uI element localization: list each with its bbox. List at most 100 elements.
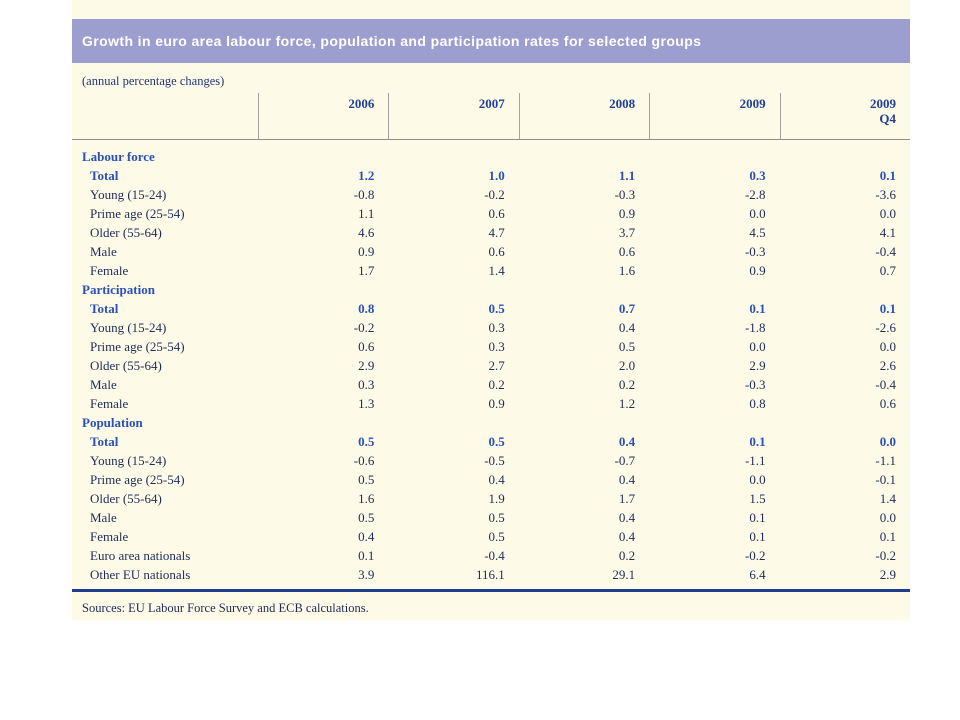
cell-value: 0.6	[618, 244, 636, 259]
cell-value: 2.9	[879, 567, 896, 582]
cell-value: 0.0	[879, 510, 896, 525]
table-subtitle: (annual percentage changes)	[82, 74, 225, 88]
cell-value	[258, 147, 388, 166]
table-row: Male 0.9 0.6 0.6 -0.3 -0.4	[72, 242, 910, 261]
cell-value: 4.6	[358, 225, 375, 240]
cell-value: 1.0	[488, 168, 505, 183]
cell-value: 0.5	[358, 472, 375, 487]
column-year-label: 2006	[348, 96, 375, 111]
cell-value: 0.4	[618, 510, 636, 525]
cell-value: 0.6	[488, 244, 505, 259]
row-label: Labour force	[82, 149, 155, 164]
cell-value	[258, 280, 388, 299]
cell-value: 0.9	[618, 206, 636, 221]
table-row: Population	[72, 413, 910, 432]
cell-value: 1.4	[879, 491, 896, 506]
row-label: Female	[90, 263, 129, 278]
cell-value: 1.5	[749, 491, 766, 506]
cell-value: 0.1	[879, 529, 896, 544]
cell-value: 29.1	[612, 567, 636, 582]
cell-value: 6.4	[749, 567, 766, 582]
cell-value: 0.9	[488, 396, 505, 411]
table-header-row: 2006 2007 2008 2009 2009 Q4	[72, 93, 910, 140]
cell-value: 0.5	[488, 510, 505, 525]
cell-value: 4.5	[749, 225, 766, 240]
row-label: Young (15-24)	[90, 320, 167, 335]
cell-value: -1.1	[744, 453, 766, 468]
cell-value: 2.7	[488, 358, 505, 373]
table-row: Female 1.7 1.4 1.6 0.9 0.7	[72, 261, 910, 280]
table-row: Young (15-24) -0.2 0.3 0.4 -1.8 -2.6	[72, 318, 910, 337]
cell-value: 0.2	[488, 377, 505, 392]
cell-value	[649, 147, 779, 166]
cell-value	[519, 280, 649, 299]
table-row: Female 0.4 0.5 0.4 0.1 0.1	[72, 527, 910, 546]
row-label: Older (55-64)	[90, 358, 162, 373]
column-header: 2008	[518, 93, 649, 139]
cell-value	[388, 280, 518, 299]
cell-value: -2.6	[875, 320, 896, 335]
cell-value: 0.5	[358, 434, 375, 449]
cell-value: -3.6	[875, 187, 896, 202]
bottom-rule	[72, 589, 910, 592]
cell-value	[519, 413, 649, 432]
table-row: Male 0.5 0.5 0.4 0.1 0.0	[72, 508, 910, 527]
column-sublabel: Q4	[879, 111, 896, 126]
cell-value	[388, 147, 518, 166]
cell-value: 0.3	[488, 339, 505, 354]
cell-value: 0.4	[618, 529, 636, 544]
cell-value: 1.2	[358, 168, 375, 183]
row-label: Male	[90, 510, 117, 525]
cell-value: 0.1	[749, 434, 766, 449]
row-label: Male	[90, 244, 117, 259]
cell-value: -0.7	[614, 453, 636, 468]
cell-value	[519, 147, 649, 166]
cell-value: -0.6	[353, 453, 375, 468]
cell-value: 1.7	[358, 263, 375, 278]
cell-value: 0.9	[749, 263, 766, 278]
table-row: Labour force	[72, 147, 910, 166]
table-row: Young (15-24) -0.8 -0.2 -0.3 -2.8 -3.6	[72, 185, 910, 204]
row-label: Prime age (25-54)	[90, 472, 185, 487]
row-label: Young (15-24)	[90, 187, 167, 202]
cell-value: 0.5	[488, 434, 505, 449]
table-row: Prime age (25-54) 1.1 0.6 0.9 0.0 0.0	[72, 204, 910, 223]
table-row: Male 0.3 0.2 0.2 -0.3 -0.4	[72, 375, 910, 394]
row-label: Female	[90, 529, 129, 544]
cell-value: 1.7	[618, 491, 636, 506]
table-row: Prime age (25-54) 0.6 0.3 0.5 0.0 0.0	[72, 337, 910, 356]
table-row: Older (55-64) 4.6 4.7 3.7 4.5 4.1	[72, 223, 910, 242]
row-label: Young (15-24)	[90, 453, 167, 468]
row-label: Female	[90, 396, 129, 411]
table-row: Participation	[72, 280, 910, 299]
cell-value: 1.6	[358, 491, 375, 506]
cell-value: 0.1	[879, 301, 896, 316]
cell-value: 0.2	[618, 548, 636, 563]
row-label: Total	[90, 301, 119, 316]
column-year-label: 2007	[478, 96, 505, 111]
cell-value: 0.0	[749, 206, 766, 221]
cell-value: 1.2	[618, 396, 636, 411]
cell-value: -0.3	[744, 244, 766, 259]
cell-value: 1.3	[358, 396, 375, 411]
table-row: Euro area nationals 0.1 -0.4 0.2 -0.2 -0.2	[72, 546, 910, 565]
cell-value: 0.3	[749, 168, 766, 183]
column-header: 2007	[388, 93, 518, 139]
cell-value: 116.1	[476, 567, 505, 582]
column-year-label: 2009	[869, 96, 896, 111]
sources-note: Sources: EU Labour Force Survey and ECB …	[82, 601, 369, 615]
row-label: Participation	[82, 282, 155, 297]
cell-value	[388, 413, 518, 432]
cell-value: 0.4	[358, 529, 375, 544]
row-label: Prime age (25-54)	[90, 206, 185, 221]
cell-value	[780, 280, 910, 299]
cell-value: 0.8	[749, 396, 766, 411]
cell-value: 0.4	[618, 320, 636, 335]
cell-value	[649, 413, 779, 432]
cell-value: 3.7	[618, 225, 636, 240]
cell-value: 0.0	[879, 339, 896, 354]
cell-value: 0.5	[358, 510, 375, 525]
cell-value: 0.3	[488, 320, 505, 335]
cell-value: 2.9	[749, 358, 766, 373]
table-row: Total 0.8 0.5 0.7 0.1 0.1	[72, 299, 910, 318]
